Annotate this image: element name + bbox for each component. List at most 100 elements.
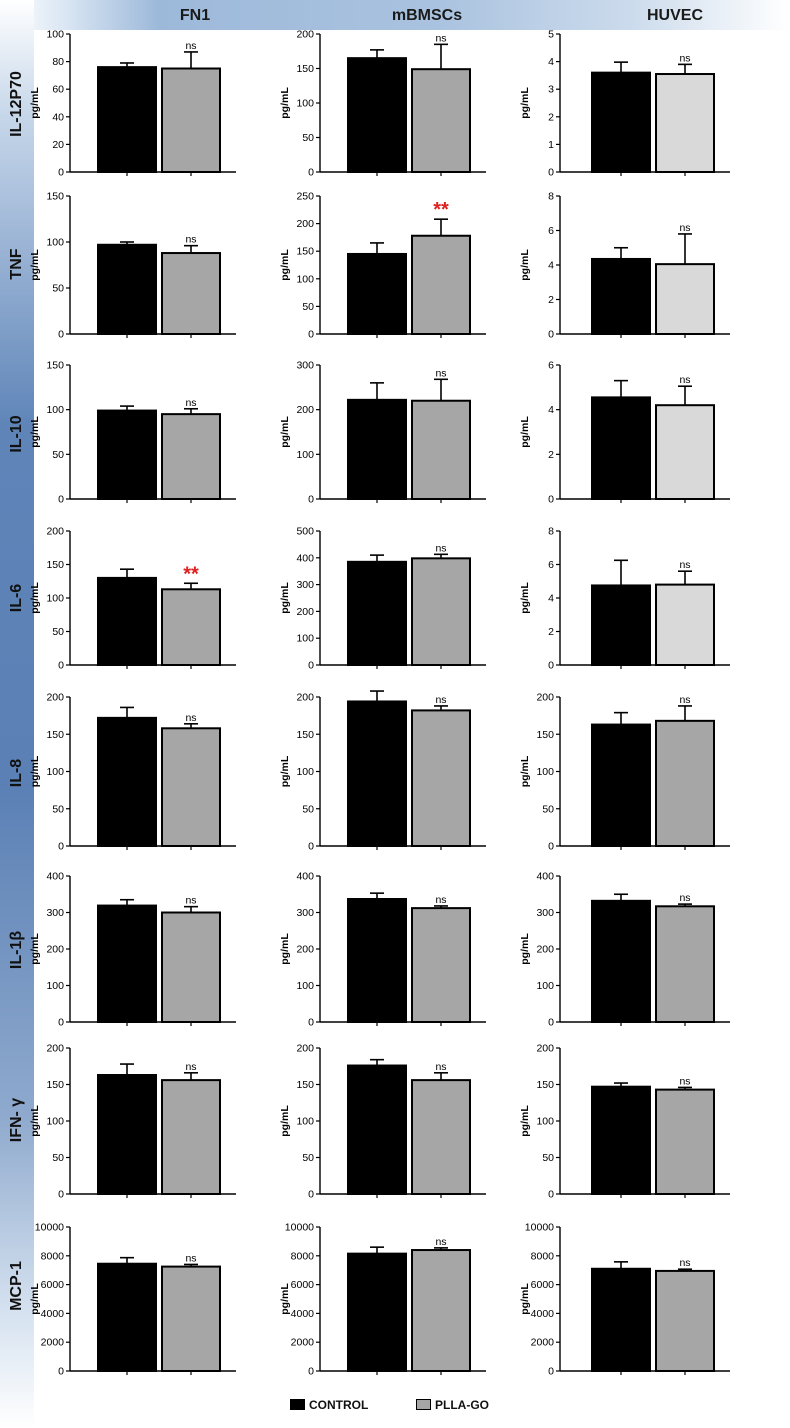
chart-mcp-1-mbmscs: 0 2000 4000 6000 8000 10000 pg/mL ns bbox=[279, 1222, 486, 1378]
significance-annotation: ns bbox=[185, 234, 196, 246]
y-tick-label: 50 bbox=[52, 1152, 64, 1164]
significance-annotation: ns bbox=[435, 367, 446, 379]
y-tick-label: 200 bbox=[296, 404, 314, 416]
bar-control bbox=[347, 700, 407, 847]
chart-il-10-fn1: 0 50 100 150 pg/mL ns bbox=[29, 360, 236, 506]
y-tick-label: 0 bbox=[308, 1189, 314, 1201]
bar-pllago bbox=[655, 719, 715, 848]
y-tick-label: 0 bbox=[58, 167, 64, 179]
y-tick-label: 100 bbox=[46, 766, 64, 778]
y-tick-label: 150 bbox=[296, 246, 314, 258]
bar-pllago bbox=[161, 588, 221, 666]
bar-pllago bbox=[161, 1265, 221, 1372]
y-tick-label: 3 bbox=[548, 84, 554, 96]
y-tick-label: 200 bbox=[296, 944, 314, 956]
y-tick-label: 200 bbox=[46, 692, 64, 704]
y-tick-label: 200 bbox=[296, 29, 314, 41]
chart-ifn-g-mbmscs: 0 50 100 150 200 pg/mL ns bbox=[279, 1043, 486, 1201]
y-tick-label: 8000 bbox=[41, 1250, 65, 1262]
bar-pllago bbox=[411, 557, 471, 666]
y-axis-label: pg/mL bbox=[519, 416, 531, 448]
y-tick-label: 100 bbox=[46, 1116, 64, 1128]
bar-control bbox=[591, 71, 651, 173]
bar-control bbox=[591, 723, 651, 847]
bar-pllago bbox=[161, 911, 221, 1023]
y-axis-label: pg/mL bbox=[279, 249, 291, 281]
significance-annotation: ns bbox=[679, 892, 690, 904]
significance-annotation: ns bbox=[185, 1061, 196, 1073]
bar-control bbox=[347, 560, 407, 667]
y-tick-label: 0 bbox=[548, 167, 554, 179]
y-tick-label: 40 bbox=[52, 111, 64, 123]
y-axis-label: pg/mL bbox=[279, 1105, 291, 1137]
y-tick-label: 8 bbox=[548, 191, 554, 203]
y-tick-label: 10000 bbox=[525, 1222, 554, 1234]
significance-annotation: ns bbox=[679, 52, 690, 64]
y-tick-label: 100 bbox=[46, 980, 64, 992]
bar-pllago bbox=[411, 399, 471, 501]
bar-control bbox=[97, 1074, 157, 1196]
y-tick-label: 50 bbox=[542, 1152, 554, 1164]
significance-annotation: ns bbox=[435, 894, 446, 906]
y-tick-label: 200 bbox=[46, 944, 64, 956]
bar-control bbox=[591, 257, 651, 335]
y-tick-label: 5 bbox=[548, 29, 554, 41]
bar-pllago bbox=[655, 73, 715, 173]
y-tick-label: 0 bbox=[308, 329, 314, 341]
y-axis-label: pg/mL bbox=[29, 755, 41, 787]
y-axis-label: pg/mL bbox=[519, 87, 531, 119]
chart-il-12p70-fn1: 0 20 40 60 80 100 pg/mL ns bbox=[29, 29, 236, 179]
y-tick-label: 0 bbox=[548, 660, 554, 672]
y-tick-label: 150 bbox=[296, 729, 314, 741]
y-tick-label: 150 bbox=[46, 1079, 64, 1091]
bar-pllago bbox=[411, 68, 471, 173]
y-axis-label: pg/mL bbox=[279, 755, 291, 787]
legend-swatch-control bbox=[290, 1399, 305, 1411]
row-header-band bbox=[0, 0, 34, 1428]
y-tick-label: 200 bbox=[296, 218, 314, 230]
y-tick-label: 2000 bbox=[291, 1337, 315, 1349]
chart-ifn-g-huvec: 0 50 100 150 200 pg/mL ns bbox=[519, 1043, 730, 1201]
y-tick-label: 80 bbox=[52, 56, 64, 68]
y-tick-label: 100 bbox=[46, 593, 64, 605]
y-tick-label: 300 bbox=[296, 579, 314, 591]
significance-annotation: ns bbox=[185, 40, 196, 52]
y-tick-label: 4000 bbox=[41, 1308, 65, 1320]
y-tick-label: 100 bbox=[296, 273, 314, 285]
y-tick-label: 2 bbox=[548, 626, 554, 638]
significance-annotation: ns bbox=[185, 1252, 196, 1264]
y-tick-label: 10000 bbox=[35, 1222, 64, 1234]
y-axis-label: pg/mL bbox=[279, 1283, 291, 1315]
bar-pllago bbox=[161, 252, 221, 335]
y-axis-label: pg/mL bbox=[29, 249, 41, 281]
y-tick-label: 0 bbox=[308, 841, 314, 853]
y-tick-label: 50 bbox=[52, 626, 64, 638]
y-tick-label: 100 bbox=[296, 766, 314, 778]
bar-pllago bbox=[161, 727, 221, 847]
significance-annotation: ns bbox=[679, 1257, 690, 1269]
y-tick-label: 150 bbox=[46, 729, 64, 741]
y-tick-label: 4000 bbox=[531, 1308, 555, 1320]
y-tick-label: 8000 bbox=[291, 1250, 315, 1262]
y-tick-label: 50 bbox=[302, 1152, 314, 1164]
chart-tnf-huvec: 0 2 4 6 8 pg/mL ns bbox=[519, 191, 730, 341]
significance-annotation: ns bbox=[679, 374, 690, 386]
y-axis-label: pg/mL bbox=[279, 582, 291, 614]
legend-label-pllago: PLLA-GO bbox=[435, 1397, 489, 1412]
chart-il-8-huvec: 0 50 100 150 200 pg/mL ns bbox=[519, 692, 730, 853]
y-tick-label: 4 bbox=[548, 593, 554, 605]
y-tick-label: 6 bbox=[548, 225, 554, 237]
y-tick-label: 0 bbox=[308, 167, 314, 179]
bar-pllago bbox=[161, 413, 221, 500]
chart-il-1b-mbmscs: 0 100 200 300 400 pg/mL ns bbox=[279, 871, 486, 1029]
y-tick-label: 0 bbox=[308, 1366, 314, 1378]
bar-pllago bbox=[161, 1079, 221, 1195]
y-tick-label: 150 bbox=[536, 729, 554, 741]
y-tick-label: 200 bbox=[536, 1043, 554, 1055]
y-tick-label: 4 bbox=[548, 56, 554, 68]
y-tick-label: 100 bbox=[46, 237, 64, 249]
bar-control bbox=[591, 1267, 651, 1373]
bar-control bbox=[591, 584, 651, 666]
y-tick-label: 0 bbox=[308, 494, 314, 506]
significance-annotation: ns bbox=[435, 32, 446, 44]
